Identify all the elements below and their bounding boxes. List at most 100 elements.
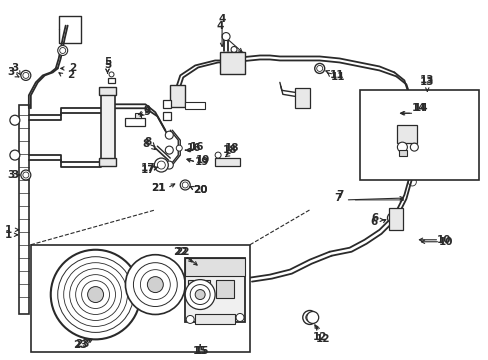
- Circle shape: [154, 158, 168, 172]
- Circle shape: [87, 287, 103, 302]
- Circle shape: [21, 71, 31, 80]
- Circle shape: [314, 63, 324, 73]
- Text: 13: 13: [419, 77, 434, 87]
- Circle shape: [165, 131, 173, 139]
- Bar: [188, 280, 210, 298]
- Text: 1: 1: [5, 225, 13, 235]
- Text: 9: 9: [143, 105, 151, 115]
- Circle shape: [230, 46, 237, 53]
- Bar: [294, 88, 309, 108]
- Text: 4: 4: [216, 21, 224, 31]
- Text: 5: 5: [103, 58, 111, 67]
- Bar: [399, 150, 407, 156]
- Bar: [31, 245, 249, 352]
- Text: 7: 7: [333, 193, 341, 203]
- Circle shape: [236, 314, 244, 321]
- Circle shape: [165, 146, 173, 154]
- Text: 1: 1: [5, 230, 13, 240]
- Bar: [220, 53, 244, 75]
- Circle shape: [125, 255, 185, 315]
- Circle shape: [147, 276, 163, 293]
- Text: 10: 10: [436, 235, 450, 245]
- Circle shape: [195, 289, 205, 300]
- Text: 20: 20: [193, 185, 207, 195]
- Bar: [99, 158, 116, 166]
- Bar: [195, 315, 235, 324]
- Text: 20: 20: [193, 185, 207, 195]
- Circle shape: [186, 315, 194, 323]
- Text: 12: 12: [315, 334, 329, 345]
- Text: 8: 8: [144, 137, 152, 147]
- Bar: [99, 87, 116, 95]
- Circle shape: [58, 45, 67, 55]
- Circle shape: [215, 152, 221, 158]
- Bar: [224, 53, 243, 71]
- Text: 19: 19: [195, 157, 209, 167]
- Circle shape: [10, 150, 20, 160]
- Circle shape: [386, 213, 397, 223]
- Circle shape: [165, 161, 173, 169]
- Text: 3: 3: [11, 63, 19, 73]
- Bar: [185, 258, 244, 276]
- Text: 13: 13: [419, 75, 434, 85]
- Text: 22: 22: [175, 247, 189, 257]
- Bar: [101, 90, 114, 160]
- Circle shape: [409, 143, 417, 151]
- Bar: [163, 100, 171, 108]
- Circle shape: [10, 115, 20, 125]
- Text: 16: 16: [186, 143, 201, 153]
- Circle shape: [302, 310, 316, 324]
- Text: 19: 19: [196, 155, 210, 165]
- Text: 6: 6: [371, 213, 378, 223]
- Bar: [388, 208, 403, 230]
- Text: 3: 3: [7, 67, 15, 77]
- Text: 15: 15: [195, 346, 209, 356]
- Text: 3: 3: [7, 170, 15, 180]
- Text: 21: 21: [151, 183, 165, 193]
- Text: 5: 5: [103, 60, 111, 71]
- Text: 8: 8: [142, 139, 150, 149]
- Text: 21: 21: [151, 183, 165, 193]
- Text: 12: 12: [312, 332, 326, 342]
- Text: 17: 17: [141, 165, 155, 175]
- Bar: [397, 125, 416, 143]
- Circle shape: [180, 180, 190, 190]
- Bar: [185, 102, 205, 109]
- Text: 14: 14: [411, 103, 426, 113]
- Circle shape: [222, 32, 229, 41]
- Text: 15: 15: [193, 346, 207, 356]
- Circle shape: [397, 142, 407, 152]
- Text: 3: 3: [11, 170, 19, 180]
- Text: 6: 6: [370, 217, 377, 227]
- Text: 23: 23: [75, 339, 90, 349]
- Bar: [135, 113, 141, 118]
- Text: 18: 18: [224, 143, 239, 153]
- Text: 11: 11: [329, 71, 343, 80]
- Bar: [19, 105, 29, 315]
- Text: 14: 14: [413, 103, 428, 113]
- Circle shape: [306, 311, 318, 323]
- Bar: [216, 280, 234, 298]
- Circle shape: [21, 170, 31, 180]
- Text: 10: 10: [438, 237, 452, 247]
- Bar: [170, 85, 185, 107]
- Text: 4: 4: [218, 14, 225, 24]
- Text: 16: 16: [189, 142, 204, 152]
- Text: 17: 17: [141, 163, 155, 173]
- Circle shape: [109, 72, 114, 77]
- Circle shape: [51, 250, 140, 339]
- Bar: [215, 158, 240, 166]
- Bar: [107, 78, 115, 84]
- Bar: [185, 258, 244, 323]
- Bar: [163, 112, 171, 120]
- Text: 7: 7: [335, 190, 343, 200]
- Text: 23: 23: [73, 340, 88, 350]
- Text: 18: 18: [223, 145, 237, 155]
- Circle shape: [185, 280, 215, 310]
- Text: 2: 2: [67, 71, 74, 80]
- Text: 2: 2: [69, 63, 76, 73]
- Bar: [359, 90, 478, 180]
- Circle shape: [176, 145, 182, 151]
- Text: 11: 11: [330, 72, 344, 82]
- Text: 9: 9: [143, 107, 151, 117]
